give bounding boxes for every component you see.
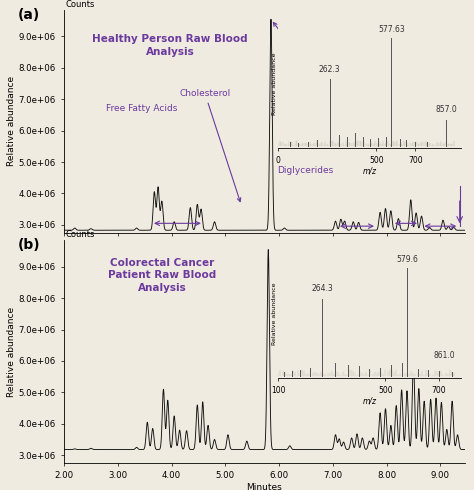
Text: (b): (b) (18, 238, 41, 252)
Text: Free Fatty Acids: Free Fatty Acids (106, 104, 177, 114)
Text: Diglycerides: Diglycerides (277, 166, 334, 175)
Text: (a): (a) (18, 7, 40, 22)
Text: Vitamin E: Vitamin E (273, 23, 338, 85)
Text: Triglycerides: Triglycerides (386, 127, 443, 136)
Y-axis label: Relative abundance: Relative abundance (7, 76, 16, 166)
Text: Counts: Counts (66, 230, 95, 239)
Text: Counts: Counts (66, 0, 95, 9)
Text: Colorectal Cancer
Patient Raw Blood
Analysis: Colorectal Cancer Patient Raw Blood Anal… (108, 258, 216, 293)
X-axis label: Minutes: Minutes (246, 483, 282, 490)
Y-axis label: Relative abundance: Relative abundance (7, 307, 16, 396)
Text: Cholesteryl
Esters: Cholesteryl Esters (341, 117, 393, 136)
Text: Healthy Person Raw Blood
Analysis: Healthy Person Raw Blood Analysis (92, 34, 248, 57)
Text: Cholesterol: Cholesterol (179, 89, 241, 201)
